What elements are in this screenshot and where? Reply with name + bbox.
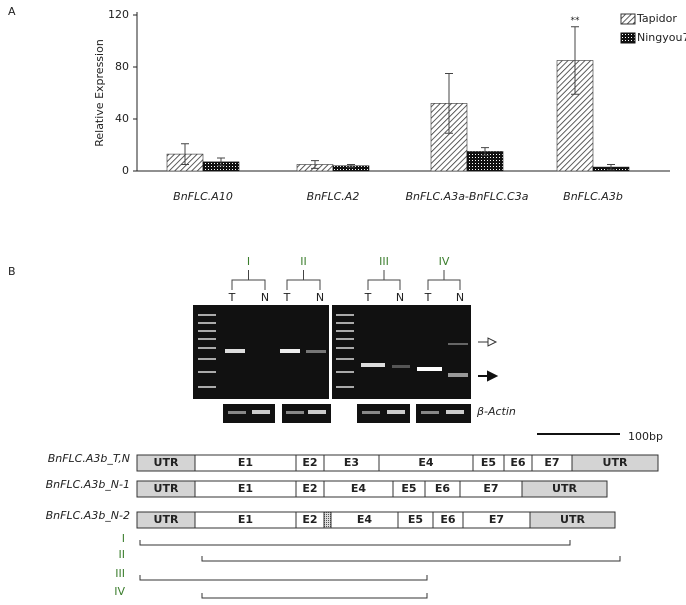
segment <box>521 480 608 498</box>
segment-label: UTR <box>552 482 577 495</box>
y-tick-label: 80 <box>115 60 129 73</box>
lane-label: T <box>228 291 236 304</box>
y-tick-label: 0 <box>122 164 129 177</box>
legend-swatch <box>620 13 636 25</box>
segment <box>529 511 616 529</box>
primer-label: I <box>122 532 125 545</box>
actin-strips <box>223 404 471 423</box>
x-tick-label: BnFLC.A10 <box>173 190 233 203</box>
group-label: I <box>247 255 250 268</box>
group-label: III <box>379 255 389 268</box>
segment-label: E4 <box>351 482 367 495</box>
gel-bands <box>225 343 468 377</box>
transcript-name: BnFLC.A3b_N-1 <box>46 478 130 491</box>
segment-label: E4 <box>418 456 434 469</box>
group-bracket <box>286 270 321 290</box>
primer-label: IV <box>114 585 125 598</box>
transcript-name: BnFLC.A3b_T,N <box>48 452 130 465</box>
segment-label: E1 <box>238 482 253 495</box>
error-bar <box>347 164 355 168</box>
segment-label: UTR <box>560 513 585 526</box>
group-bracket <box>367 270 401 290</box>
segment-label: E7 <box>544 456 559 469</box>
group-label: II <box>300 255 307 268</box>
panel-label: A <box>8 5 16 18</box>
lane-label: N <box>316 291 324 304</box>
lane-label: N <box>456 291 464 304</box>
legend-label: Tapidor <box>636 12 677 25</box>
primer-label: II <box>119 548 126 561</box>
segment-label: E6 <box>435 482 451 495</box>
legend-swatch <box>620 32 636 44</box>
primer-line <box>201 556 621 562</box>
segment-label: E5 <box>408 513 423 526</box>
lane-label: T <box>424 291 432 304</box>
intron-retention <box>323 511 332 529</box>
legend-label: Ningyou7 <box>637 31 686 44</box>
segment-label: E1 <box>238 513 253 526</box>
group-bracket <box>231 270 266 290</box>
x-tick-label: BnFLC.A3b <box>563 190 623 203</box>
x-tick-label: BnFLC.A3a-BnFLC.C3a <box>406 190 529 203</box>
y-axis-label: Relative Expression <box>93 39 106 147</box>
arrow-filled <box>478 370 499 382</box>
lane-label: T <box>364 291 372 304</box>
segment-label: E2 <box>302 456 317 469</box>
lane-label: T <box>283 291 291 304</box>
segment-label: E5 <box>401 482 416 495</box>
lane-label: N <box>396 291 404 304</box>
y-tick-label: 120 <box>108 8 129 21</box>
transcript-name: BnFLC.A3b_N-2 <box>46 509 130 522</box>
arrow-open <box>478 337 498 347</box>
group-bracket <box>427 270 461 290</box>
segment-label: E2 <box>302 482 317 495</box>
segment-label: E5 <box>481 456 496 469</box>
segment-label: E1 <box>238 456 253 469</box>
lane-label: N <box>261 291 269 304</box>
ladder <box>198 314 354 388</box>
segment-label: E4 <box>357 513 373 526</box>
segment-label: UTR <box>154 456 179 469</box>
segment-label: E6 <box>510 456 526 469</box>
loading-control-label: β-Actin <box>476 405 516 418</box>
segment-label: E7 <box>483 482 498 495</box>
group-label: IV <box>439 255 450 268</box>
segment <box>571 454 659 472</box>
error-bar <box>311 160 319 169</box>
segment-label: UTR <box>154 482 179 495</box>
error-bar <box>445 73 453 134</box>
error-bar <box>217 157 225 167</box>
segment <box>295 511 325 529</box>
segment-label: E6 <box>440 513 456 526</box>
x-tick-label: BnFLC.A2 <box>307 190 360 203</box>
error-bar <box>481 147 489 156</box>
gel-divider <box>329 305 332 399</box>
segment-label: E7 <box>489 513 504 526</box>
error-bar <box>571 26 579 95</box>
error-bar <box>607 164 615 171</box>
segment-label: UTR <box>154 513 179 526</box>
segment-label: E3 <box>344 456 359 469</box>
panel-label: B <box>8 265 16 278</box>
primer-line <box>201 593 428 599</box>
error-bar <box>181 143 189 165</box>
primer-label: III <box>115 567 125 580</box>
primer-line <box>139 575 428 581</box>
segment-label: UTR <box>603 456 628 469</box>
annotation: ** <box>571 16 581 26</box>
y-tick-label: 40 <box>115 112 129 125</box>
segment-label: E2 <box>302 513 317 526</box>
primer-line <box>139 540 571 546</box>
scale-bar-label: 100bp <box>628 430 663 443</box>
